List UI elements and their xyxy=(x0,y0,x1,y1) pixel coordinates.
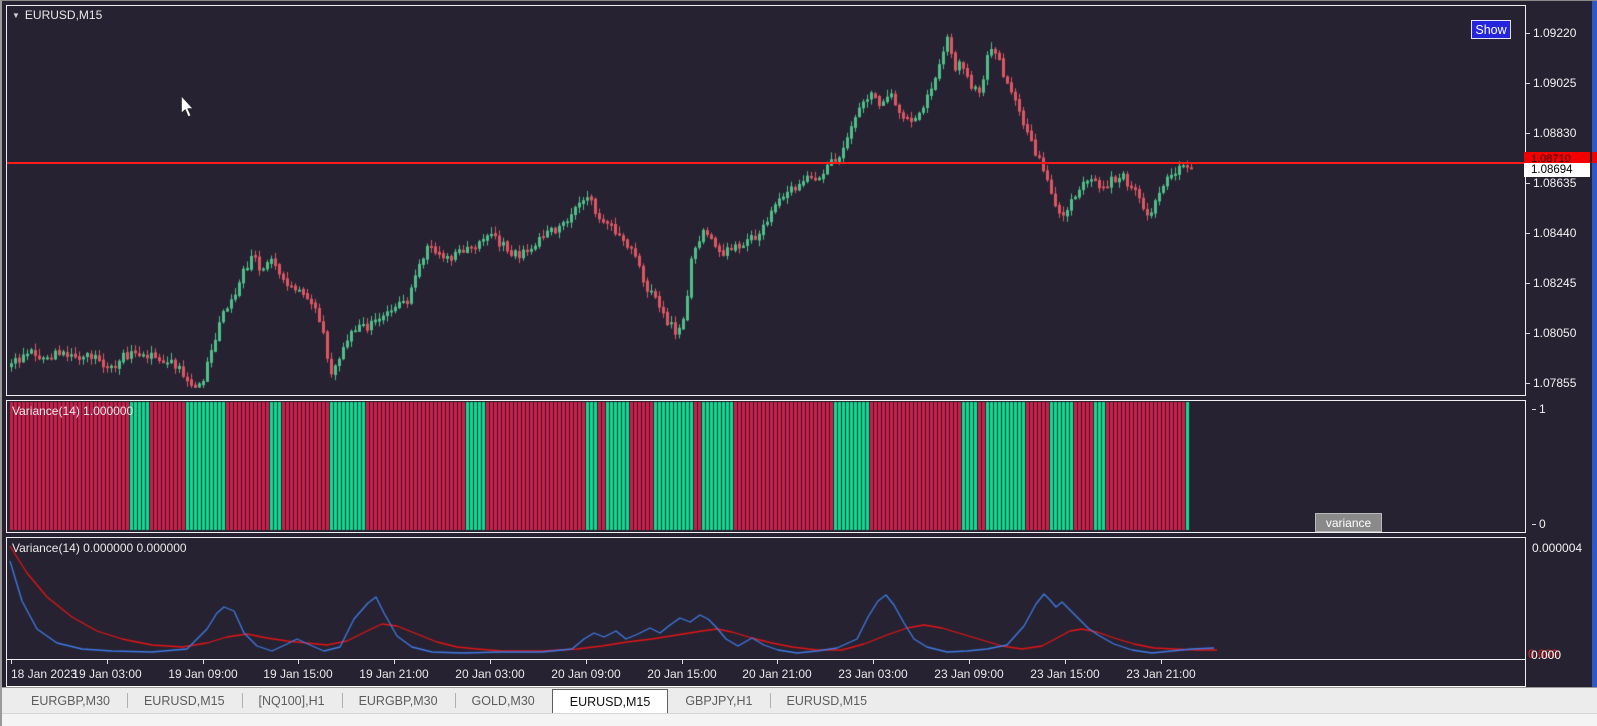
price-tick-label: 1.09025 xyxy=(1526,76,1592,90)
time-tick-mark xyxy=(203,660,204,664)
variance-lines-panel[interactable] xyxy=(6,537,1526,660)
time-tick-mark xyxy=(1161,660,1162,664)
time-tick-mark xyxy=(394,660,395,664)
lines-scale-zero: 0.000 0.000 xyxy=(1528,647,1562,662)
time-tick-label: 20 Jan 21:00 xyxy=(742,667,812,681)
variance-lines-title: Variance(14) 0.000000 0.000000 xyxy=(12,541,187,555)
price-chart-panel[interactable] xyxy=(6,5,1526,396)
price-tick-label: 1.08245 xyxy=(1526,276,1592,290)
price-tick-label: 1.08440 xyxy=(1526,226,1592,240)
price-marker-on-edge xyxy=(1592,152,1597,163)
chart-tab-gold-m30[interactable]: GOLD,M30 xyxy=(454,688,552,713)
time-tick-label: 20 Jan 09:00 xyxy=(551,667,621,681)
time-tick-label: 19 Jan 09:00 xyxy=(168,667,238,681)
time-tick-label: 23 Jan 09:00 xyxy=(934,667,1004,681)
variance-histogram-panel[interactable] xyxy=(6,400,1526,533)
ask-price-tag: 1.08710 xyxy=(1524,152,1590,163)
time-tick-mark xyxy=(11,660,12,664)
time-tick-mark xyxy=(107,660,108,664)
lines-scale-max: 0.000004 xyxy=(1532,541,1583,555)
symbol-timeframe-label: EURUSD,M15 xyxy=(24,8,103,22)
time-tick-mark xyxy=(777,660,778,664)
chart-tab-eurgbp-m30[interactable]: EURGBP,M30 xyxy=(341,688,455,713)
histogram-scale-min: 0 xyxy=(1532,517,1546,531)
time-tick-label: 20 Jan 03:00 xyxy=(455,667,525,681)
time-tick-mark xyxy=(298,660,299,664)
price-tick-label: 1.09220 xyxy=(1526,26,1592,40)
chart-tab-gbpjpy-h1[interactable]: GBPJPY,H1 xyxy=(685,693,753,708)
chart-tab-eurusd-m15[interactable]: EURUSD,M15 xyxy=(769,688,885,713)
current-price-line xyxy=(7,162,1524,164)
time-tick-label: 23 Jan 21:00 xyxy=(1126,667,1196,681)
histogram-scale-max: 1 xyxy=(1532,402,1546,416)
price-tick-label: 1.08635 xyxy=(1526,176,1592,190)
price-tick-label: 1.08830 xyxy=(1526,126,1592,140)
symbol-timeframe-dropdown[interactable]: ▼ EURUSD,M15 xyxy=(12,8,102,22)
variance-lines-canvas[interactable] xyxy=(7,538,1525,659)
chart-tab-eurusd-m15[interactable]: EURUSD,M15 xyxy=(551,689,669,713)
time-tick-mark xyxy=(1065,660,1066,664)
time-tick-label: 19 Jan 03:00 xyxy=(72,667,142,681)
mouse-cursor xyxy=(180,96,194,118)
status-strip xyxy=(2,713,1597,726)
chevron-down-icon: ▼ xyxy=(12,10,20,20)
chart-tab-eurusd-m15[interactable]: EURUSD,M15 xyxy=(126,688,242,713)
chart-tab-bar: EURGBP,M30 EURUSD,M15 [NQ100],H1 EURGBP,M30… xyxy=(2,687,1597,713)
time-tick-mark xyxy=(873,660,874,664)
time-tick-label: 20 Jan 15:00 xyxy=(647,667,717,681)
time-tick-label: 18 Jan 2023 xyxy=(11,667,78,681)
time-tick-mark xyxy=(969,660,970,664)
candlestick-chart-canvas[interactable] xyxy=(7,6,1525,395)
bid-price-tag: 1.08694 xyxy=(1524,163,1590,177)
variance-histogram-title: Variance(14) 1.000000 xyxy=(12,404,134,418)
show-button[interactable]: Show xyxy=(1471,20,1511,39)
time-tick-mark xyxy=(586,660,587,664)
time-axis[interactable]: 18 Jan 2023 19 Jan 03:00 19 Jan 09:00 19 Ja… xyxy=(6,660,1526,687)
variance-object-tooltip: variance xyxy=(1315,513,1382,532)
chart-tab-eurgbp-m30[interactable]: EURGBP,M30 xyxy=(31,693,110,708)
price-axis[interactable]: 1.08710 1.08694 1 0 0.000004 0.000 0.000… xyxy=(1524,1,1592,687)
chart-tab--nq100-h1[interactable]: [NQ100],H1 xyxy=(241,688,342,713)
variance-histogram-canvas[interactable] xyxy=(7,401,1525,532)
time-tick-label: 23 Jan 15:00 xyxy=(1030,667,1100,681)
time-tick-label: 19 Jan 21:00 xyxy=(359,667,429,681)
time-tick-mark xyxy=(682,660,683,664)
price-tick-label: 1.08050 xyxy=(1526,326,1592,340)
time-tick-label: 19 Jan 15:00 xyxy=(263,667,333,681)
window-edge-strip xyxy=(1592,1,1597,713)
price-tick-label: 1.07855 xyxy=(1526,376,1592,390)
time-tick-label: 23 Jan 03:00 xyxy=(838,667,908,681)
time-tick-mark xyxy=(490,660,491,664)
